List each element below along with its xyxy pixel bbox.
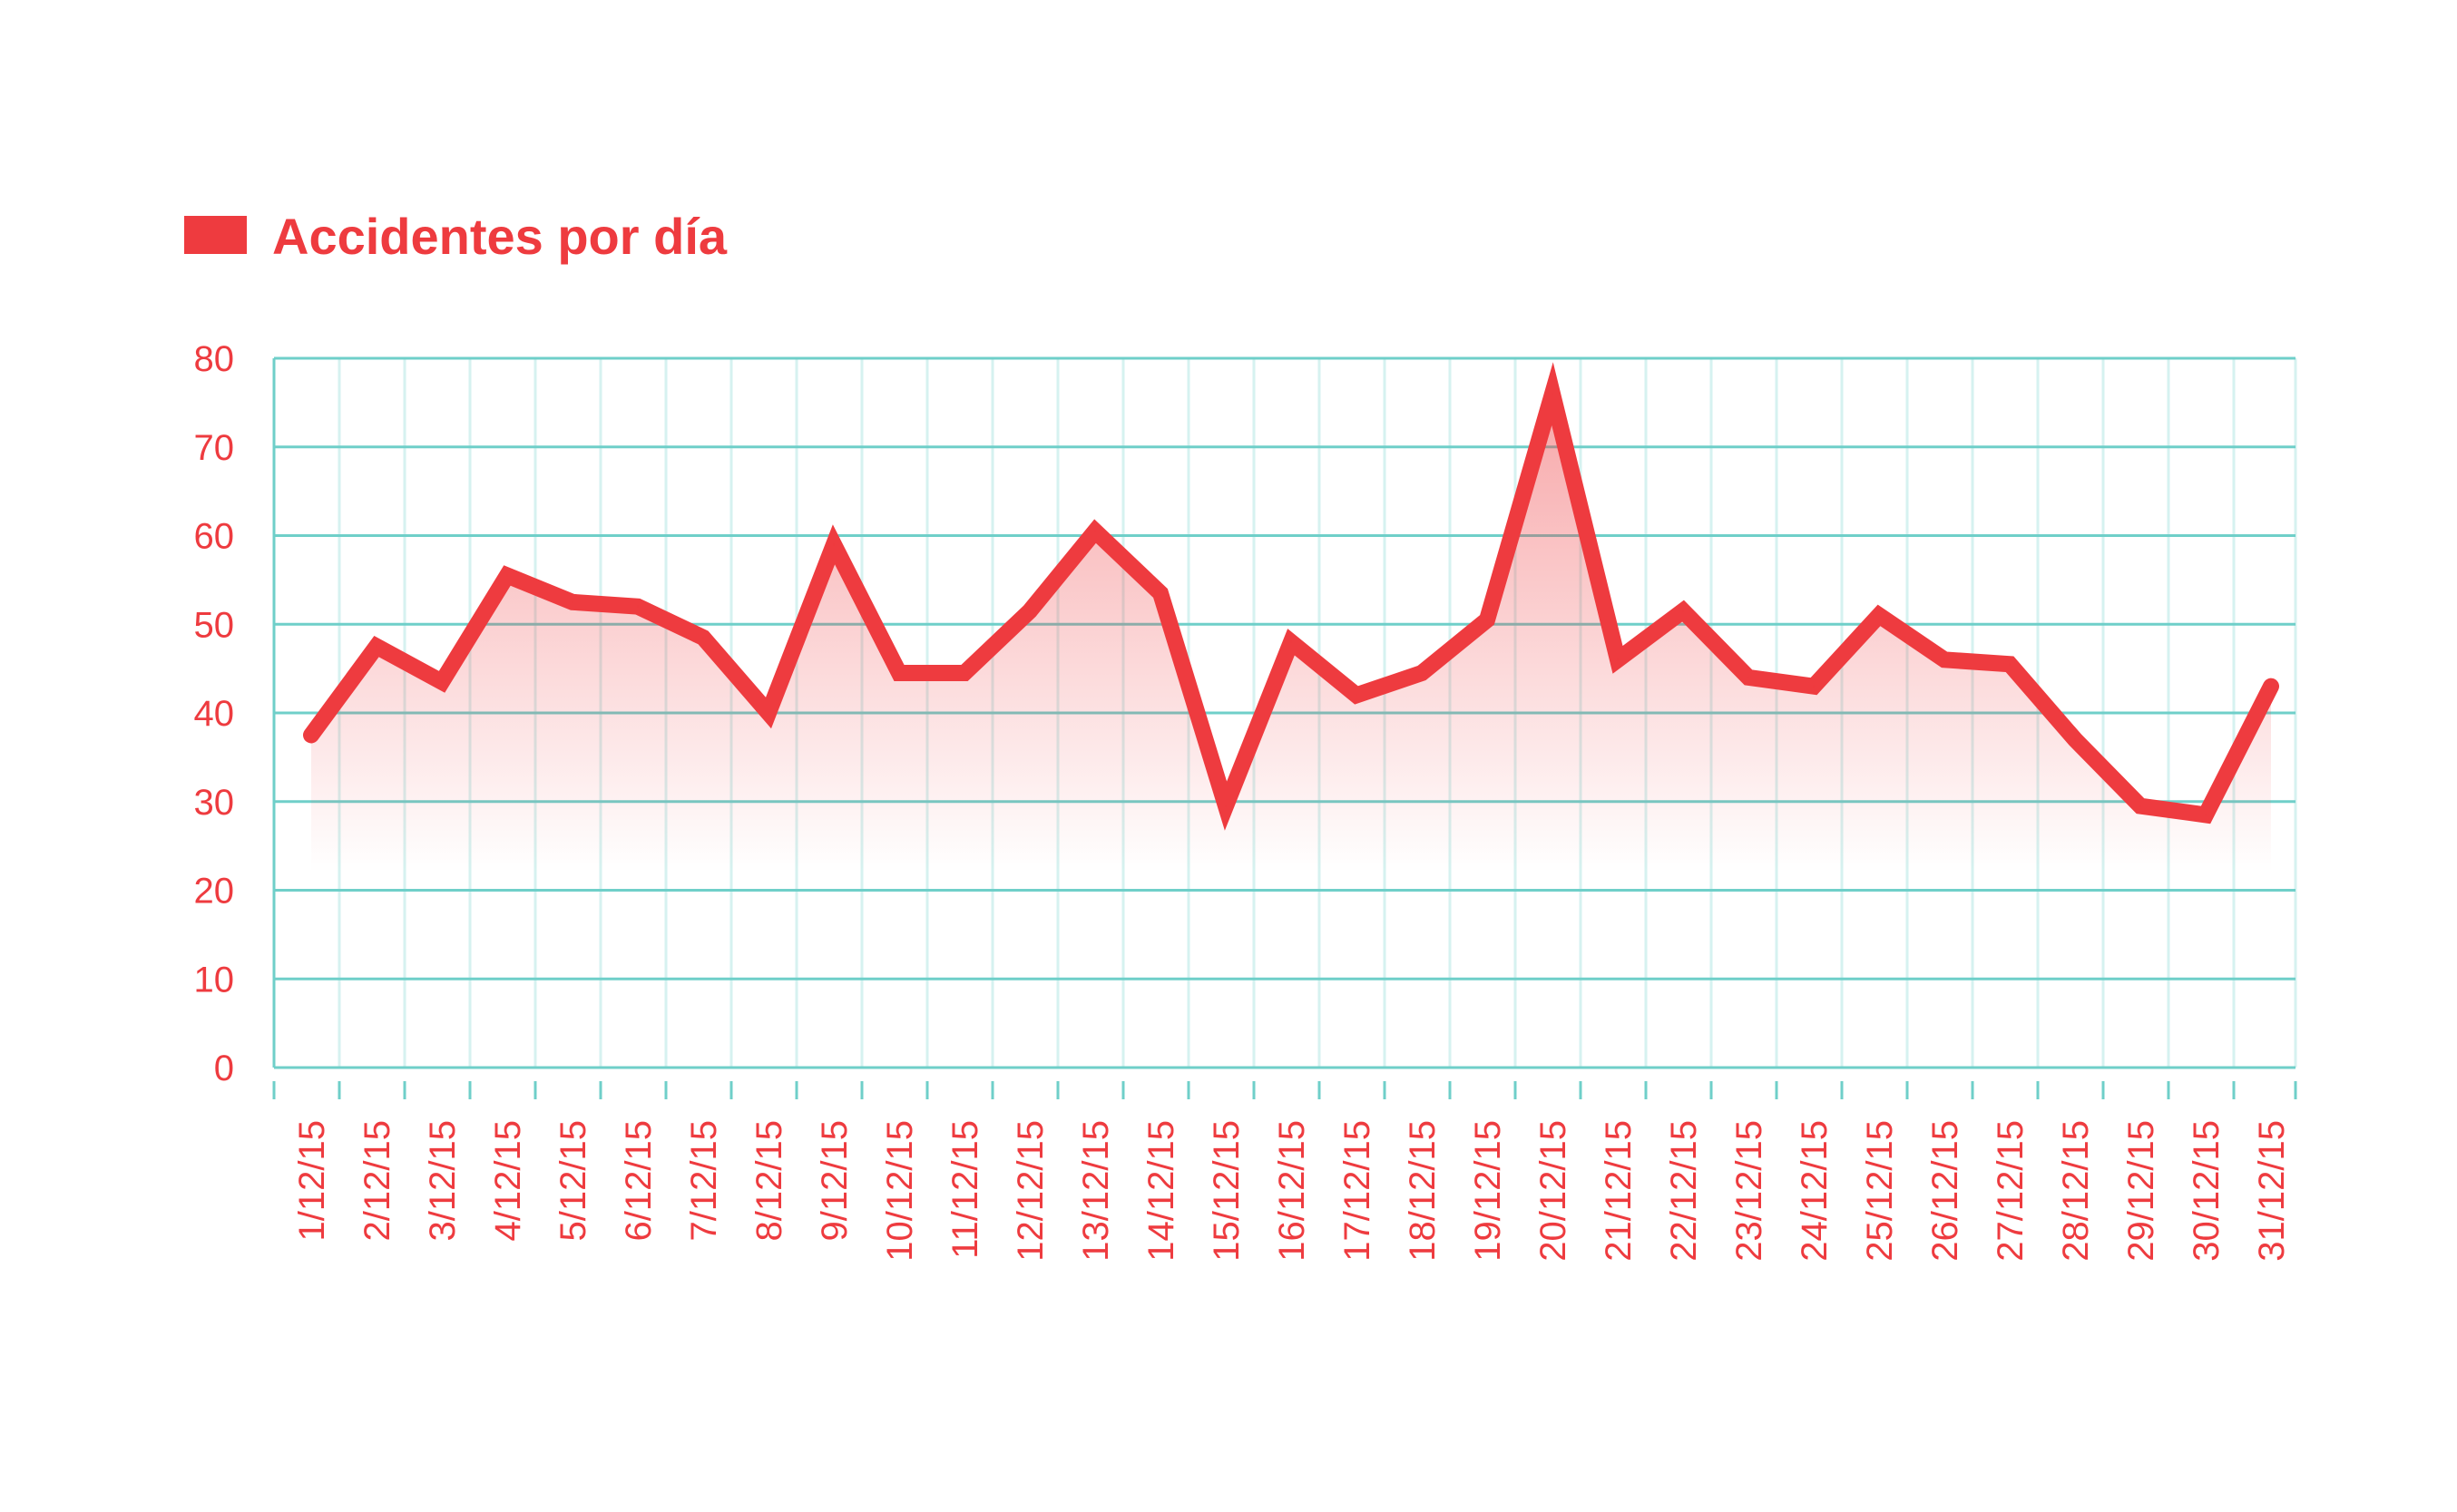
x-tick-label: 6/12/15 <box>619 1120 659 1241</box>
data-point <box>2009 663 2011 666</box>
data-point <box>1552 393 1553 395</box>
data-point <box>1617 658 1619 661</box>
x-tick-label: 31/12/15 <box>2252 1120 2292 1262</box>
y-axis: 0 10 20 30 40 50 60 70 80 <box>194 339 235 1088</box>
data-point <box>898 672 900 675</box>
y-tick-label: 40 <box>194 694 235 734</box>
x-tick-label: 20/12/15 <box>1533 1120 1573 1262</box>
data-point <box>833 543 835 546</box>
x-tick-label: 2/12/15 <box>357 1120 397 1241</box>
data-point <box>1878 614 1880 617</box>
x-tick-label: 19/12/15 <box>1468 1120 1508 1262</box>
data-point <box>1160 592 1161 595</box>
x-tick-label: 18/12/15 <box>1403 1120 1443 1262</box>
x-tick-label: 1/12/15 <box>292 1120 332 1241</box>
data-point <box>964 672 965 675</box>
y-tick-label: 50 <box>194 605 235 645</box>
x-tick-label: 15/12/15 <box>1207 1120 1247 1262</box>
x-tick-label: 5/12/15 <box>553 1120 593 1241</box>
data-point <box>1356 694 1357 697</box>
data-point <box>702 636 704 639</box>
x-tick-label: 8/12/15 <box>749 1120 789 1241</box>
x-tick-label: 29/12/15 <box>2121 1120 2161 1262</box>
data-point <box>768 712 769 714</box>
x-tick-label: 27/12/15 <box>1991 1120 2031 1262</box>
x-tick-label: 14/12/15 <box>1141 1120 1181 1262</box>
data-point <box>2139 805 2141 807</box>
data-point <box>2270 685 2272 688</box>
y-tick-label: 80 <box>194 339 235 379</box>
x-tick-label: 9/12/15 <box>815 1120 855 1241</box>
data-point <box>1290 640 1292 643</box>
data-point <box>2205 814 2207 816</box>
data-point <box>506 574 508 577</box>
y-tick-label: 60 <box>194 517 235 557</box>
data-point <box>1225 805 1227 807</box>
x-tick-label: 17/12/15 <box>1337 1120 1377 1262</box>
legend: Accidentes por día <box>184 208 728 265</box>
data-point <box>1747 676 1749 678</box>
legend-swatch <box>184 216 247 254</box>
x-tick-label: 3/12/15 <box>423 1120 463 1241</box>
x-tick-label: 22/12/15 <box>1664 1120 1704 1262</box>
data-point <box>1421 672 1423 675</box>
x-tick-label: 13/12/15 <box>1076 1120 1116 1262</box>
data-point <box>441 680 443 683</box>
area-layer <box>311 394 2271 873</box>
data-point <box>1813 685 1815 688</box>
data-point <box>310 734 312 736</box>
y-tick-label: 0 <box>214 1049 234 1088</box>
data-point <box>1943 658 1945 661</box>
x-tick-label: 30/12/15 <box>2187 1120 2227 1262</box>
legend-label: Accidentes por día <box>272 208 728 265</box>
y-tick-label: 20 <box>194 872 235 912</box>
x-tick-label: 26/12/15 <box>1925 1120 1965 1262</box>
y-tick-label: 30 <box>194 783 235 823</box>
x-axis: 1/12/15 2/12/15 3/12/15 4/12/15 5/12/15 6/12/… <box>272 1081 2297 1262</box>
x-tick-label: 12/12/15 <box>1011 1120 1051 1262</box>
line-layer <box>303 362 2279 831</box>
data-point <box>572 600 573 603</box>
data-point <box>637 605 639 608</box>
x-tick-label: 16/12/15 <box>1272 1120 1312 1262</box>
data-point <box>1029 610 1031 612</box>
x-tick-label: 4/12/15 <box>488 1120 528 1241</box>
data-point <box>376 645 377 648</box>
x-tick-label: 7/12/15 <box>684 1120 724 1241</box>
x-tick-label: 24/12/15 <box>1795 1120 1835 1262</box>
y-tick-label: 10 <box>194 960 235 1000</box>
x-tick-label: 21/12/15 <box>1599 1120 1639 1262</box>
data-point <box>1486 619 1488 621</box>
data-point <box>1682 610 1684 612</box>
x-tick-label: 10/12/15 <box>880 1120 920 1262</box>
x-tick-label: 11/12/15 <box>945 1120 985 1259</box>
data-point <box>1094 530 1096 532</box>
data-point <box>2074 738 2076 741</box>
x-tick-label: 25/12/15 <box>1860 1120 1900 1262</box>
x-tick-label: 23/12/15 <box>1729 1120 1769 1262</box>
series-area <box>311 394 2271 873</box>
y-tick-label: 70 <box>194 428 235 468</box>
x-tick-label: 28/12/15 <box>2056 1120 2096 1262</box>
